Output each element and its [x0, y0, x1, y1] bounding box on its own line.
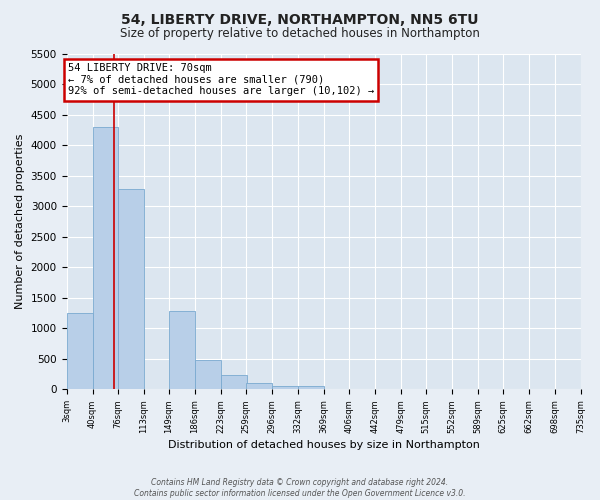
Text: 54, LIBERTY DRIVE, NORTHAMPTON, NN5 6TU: 54, LIBERTY DRIVE, NORTHAMPTON, NN5 6TU: [121, 12, 479, 26]
Bar: [92, 127, 118, 390]
Text: Contains HM Land Registry data © Crown copyright and database right 2024.
Contai: Contains HM Land Registry data © Crown c…: [134, 478, 466, 498]
X-axis label: Distribution of detached houses by size in Northampton: Distribution of detached houses by size …: [167, 440, 479, 450]
Bar: [246, 384, 272, 390]
Bar: [272, 386, 298, 390]
Bar: [195, 360, 221, 390]
Bar: [118, 190, 144, 390]
Text: 54 LIBERTY DRIVE: 70sqm
← 7% of detached houses are smaller (790)
92% of semi-de: 54 LIBERTY DRIVE: 70sqm ← 7% of detached…: [68, 63, 374, 96]
Bar: [169, 312, 195, 390]
Y-axis label: Number of detached properties: Number of detached properties: [15, 134, 25, 310]
Bar: [221, 376, 247, 390]
Bar: [67, 313, 92, 390]
Text: Size of property relative to detached houses in Northampton: Size of property relative to detached ho…: [120, 28, 480, 40]
Bar: [298, 386, 323, 390]
